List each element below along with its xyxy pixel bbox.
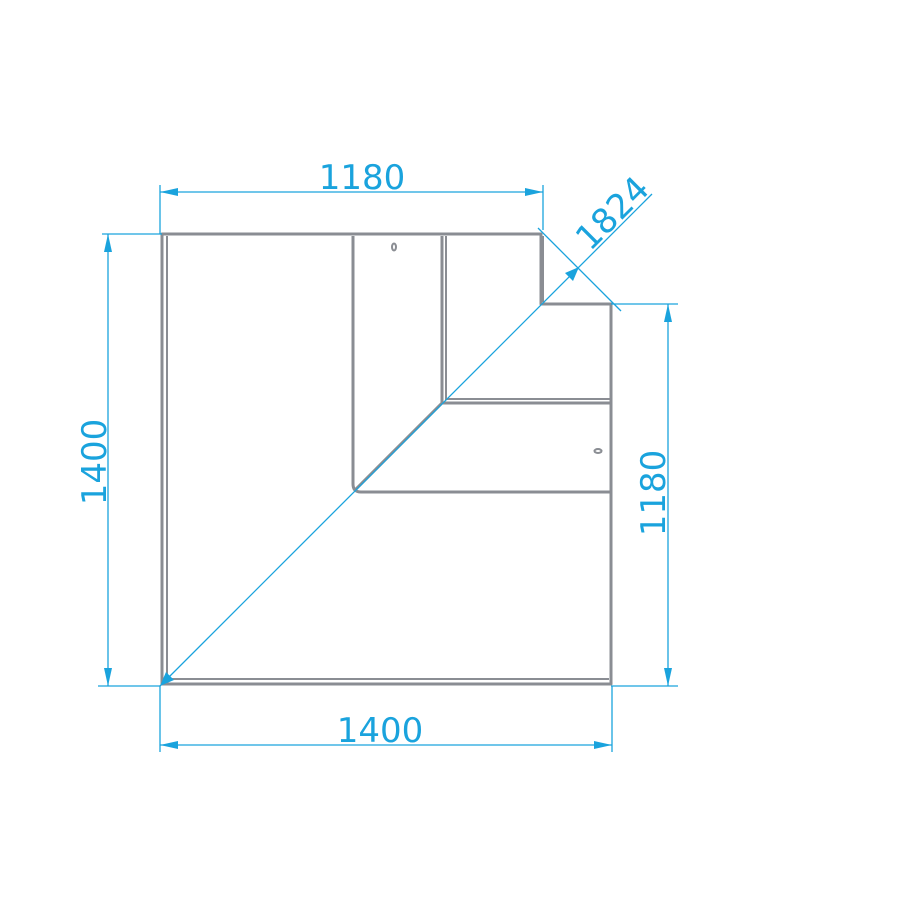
top-arrow-right (525, 188, 543, 196)
top-arrow-left (160, 188, 178, 196)
diagonal-extension-line (537, 227, 622, 312)
handle-hole-right (593, 448, 603, 454)
left-dimension-label: 1400 (75, 419, 115, 506)
right-dimension-label: 1180 (634, 450, 674, 537)
right-arrow-top (664, 304, 672, 322)
left-arrow-top (104, 234, 112, 252)
diagonal-dimension-label: 1824 (568, 169, 657, 258)
handle-hole-top (391, 242, 397, 252)
bottom-arrow-left (160, 741, 178, 749)
diagonal-edge (353, 401, 444, 492)
left-arrow-bottom (104, 668, 112, 686)
bottom-arrow-right (594, 741, 612, 749)
right-arrow-bottom (664, 668, 672, 686)
diagonal-arrow-bottom (160, 672, 174, 686)
diagonal-arrow-top (565, 267, 579, 281)
top-dimension-label: 1180 (319, 158, 406, 198)
bottom-dimension-label: 1400 (337, 711, 424, 751)
